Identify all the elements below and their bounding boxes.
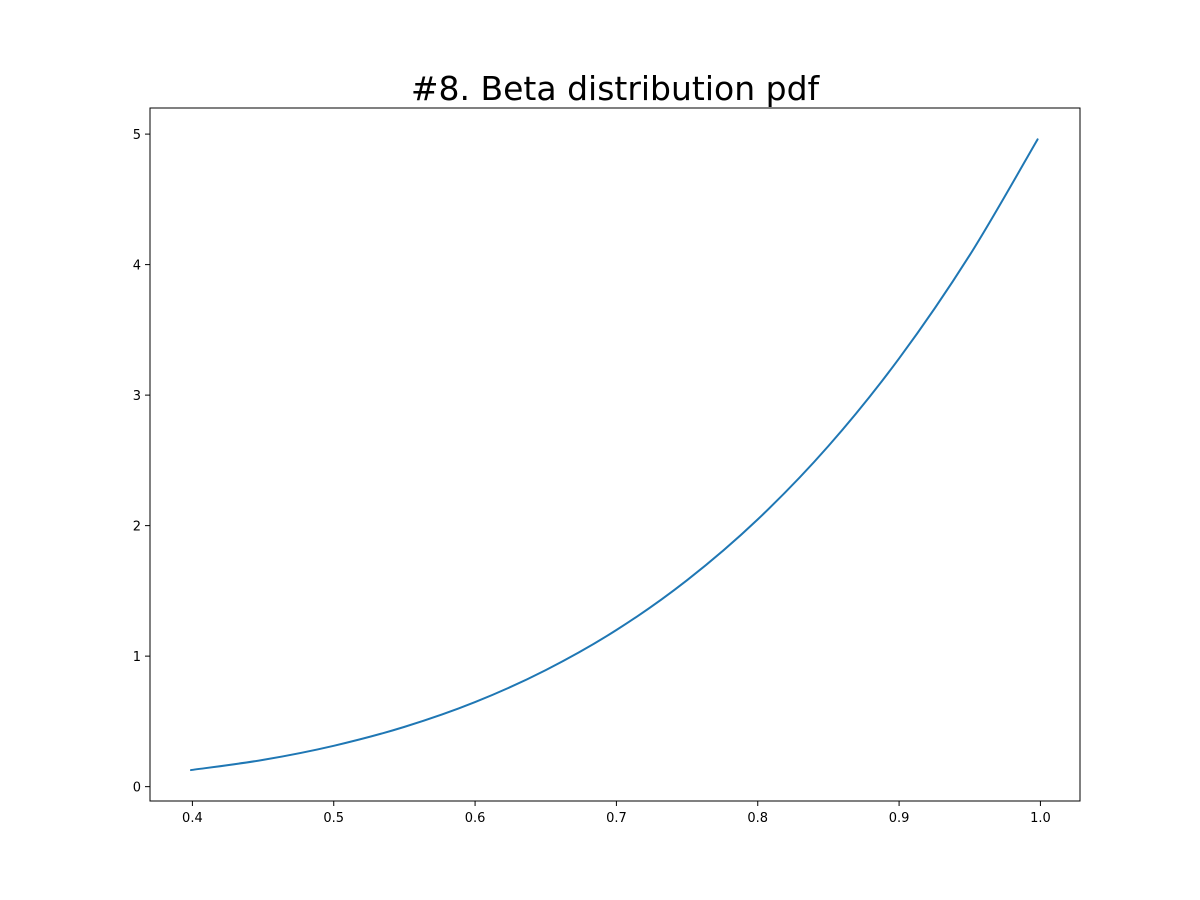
y-tick-label: 2: [133, 520, 141, 535]
plot-frame: [149, 107, 1081, 802]
x-tick-label: 0.8: [747, 811, 768, 826]
y-tick-label: 1: [133, 650, 141, 665]
x-tick-label: 0.7: [606, 811, 627, 826]
y-tick-label: 4: [133, 259, 141, 274]
x-tick-label: 0.6: [465, 811, 486, 826]
chart-title: #8. Beta distribution pdf: [411, 69, 821, 108]
y-tick-label: 5: [133, 128, 141, 143]
x-tick-label: 0.4: [182, 811, 203, 826]
plot-area: 0.4 0.5 0.6 0.7 0.8 0.9 1.0 0 1 2 3 4 5: [133, 107, 1081, 826]
y-tick-label: 3: [133, 389, 141, 404]
y-tick-label: 0: [133, 781, 141, 796]
x-tick-label: 0.9: [889, 811, 910, 826]
x-tick-label: 1.0: [1030, 811, 1051, 826]
series-line: [189, 138, 1039, 772]
x-tick-label: 0.5: [323, 811, 344, 826]
